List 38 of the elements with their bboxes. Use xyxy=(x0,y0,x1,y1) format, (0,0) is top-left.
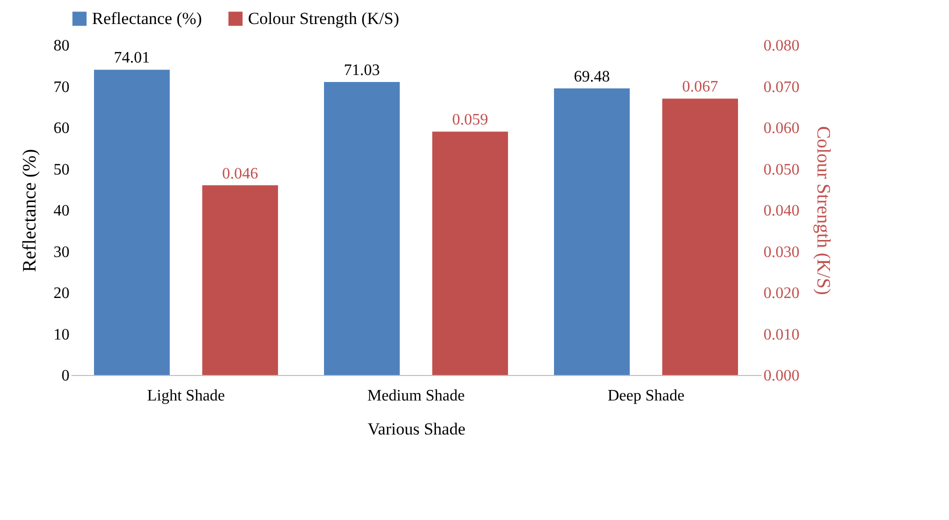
y2-tick-label: 0.080 xyxy=(764,38,800,54)
bar xyxy=(94,70,170,375)
y2-tick-label: 0.070 xyxy=(764,78,800,96)
y2-tick-label: 0.030 xyxy=(764,244,800,261)
y-tick-label: 50 xyxy=(54,161,70,178)
y-tick-label: 40 xyxy=(54,202,70,220)
x-tick-label: Light Shade xyxy=(147,388,225,404)
y2-tick-label: 0.060 xyxy=(764,120,800,137)
legend-label: Reflectance (%) xyxy=(92,8,202,28)
y-tick-label: 80 xyxy=(54,38,70,54)
y-tick-label: 0 xyxy=(62,368,70,384)
bar xyxy=(324,82,400,375)
bar xyxy=(202,185,278,375)
y-tick-label: 30 xyxy=(54,244,70,261)
y2-tick-label: 0.040 xyxy=(764,202,800,220)
y-tick-label: 60 xyxy=(54,120,70,137)
y-tick-label: 70 xyxy=(54,78,70,96)
data-label: 69.48 xyxy=(574,68,610,86)
y2-tick-label: 0.020 xyxy=(764,285,800,302)
y2-tick-label: 0.010 xyxy=(764,326,800,344)
data-label: 71.03 xyxy=(344,62,380,79)
data-label: 0.046 xyxy=(222,165,258,182)
bar xyxy=(554,88,630,375)
y2-tick-label: 0.050 xyxy=(764,161,800,178)
data-label: 74.01 xyxy=(114,50,150,67)
y-tick-label: 20 xyxy=(54,285,70,302)
y-tick-label: 10 xyxy=(54,326,70,344)
x-axis-title: Various Shade xyxy=(368,420,466,438)
bar xyxy=(662,98,738,375)
legend-label: Colour Strength (K/S) xyxy=(248,8,400,28)
y-axis-title: Reflectance (%) xyxy=(20,149,40,272)
data-label: 0.067 xyxy=(682,78,718,96)
x-tick-label: Medium Shade xyxy=(367,388,465,404)
y2-axis-title: Colour Strength (K/S) xyxy=(812,126,834,295)
y2-tick-label: 0.000 xyxy=(764,368,800,384)
data-label: 0.059 xyxy=(452,112,488,129)
x-tick-label: Deep Shade xyxy=(608,388,684,404)
bar xyxy=(432,132,508,375)
